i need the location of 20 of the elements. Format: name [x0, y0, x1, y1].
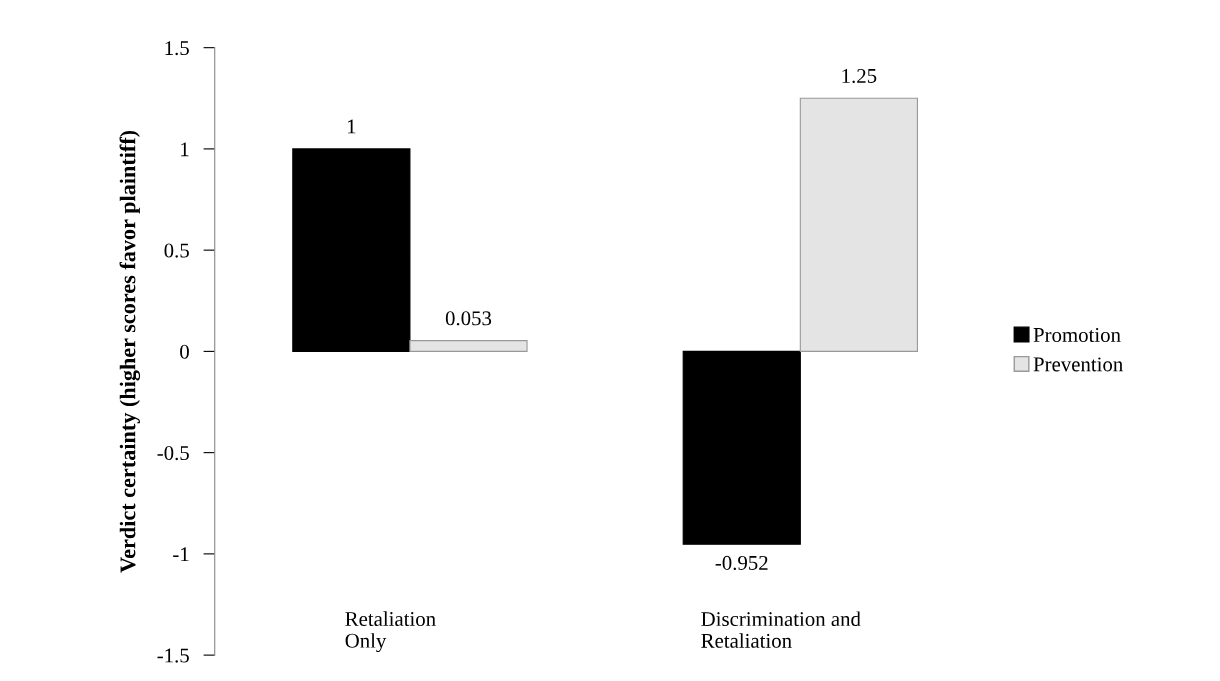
- legend-label: Promotion: [1033, 327, 1121, 342]
- y-tick-label: 1.5: [165, 41, 189, 56]
- x-tick-label: Discrimination and Retaliation: [701, 611, 861, 648]
- y-tick-label: 0.5: [164, 243, 189, 258]
- y-tick-label: -1: [173, 547, 189, 562]
- bar: [682, 350, 801, 545]
- data-label: 1.25: [842, 68, 877, 84]
- bar: [799, 97, 918, 352]
- data-label: 0.053: [445, 311, 492, 326]
- y-tick-label: -0.5: [157, 446, 189, 461]
- y-axis-title: Verdict certainty (higher scores favor plaintiff): [119, 130, 141, 573]
- bar: [292, 148, 411, 352]
- data-label: 1: [347, 119, 356, 134]
- y-tick-label: -1.5: [157, 648, 189, 663]
- bar: [409, 340, 528, 352]
- legend-label: Prevention: [1033, 357, 1123, 372]
- y-tick-label: 1: [181, 142, 189, 157]
- y-tick-label: 0: [180, 344, 189, 359]
- x-tick-label: Retaliation Only: [345, 611, 436, 653]
- data-label: -0.952: [715, 555, 768, 571]
